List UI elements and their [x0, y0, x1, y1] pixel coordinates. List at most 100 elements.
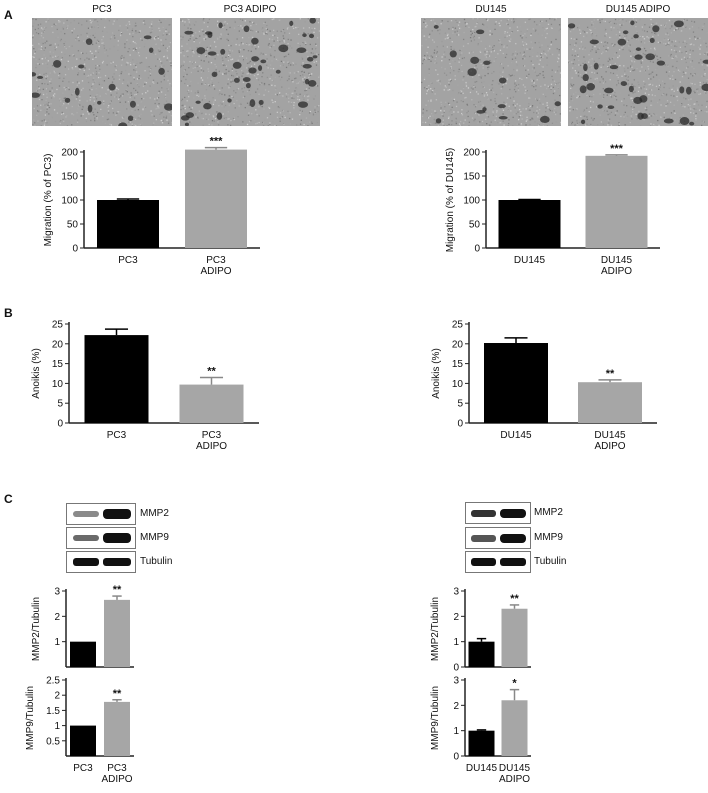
- y-tick-label: 2: [54, 612, 60, 623]
- micrograph-pc3: [32, 18, 172, 126]
- panel-letter-a: A: [4, 8, 13, 22]
- y-tick-label: 25: [52, 320, 64, 331]
- y-tick-label: 0: [57, 419, 63, 430]
- y-tick-label: 0: [457, 419, 463, 430]
- y-tick-label: 5: [457, 399, 463, 410]
- y-axis-label: MMP9/Tubulin: [430, 686, 441, 750]
- category-label: ADIPO: [196, 441, 227, 452]
- bar: [70, 725, 96, 756]
- bar: [484, 343, 548, 423]
- category-label: ADIPO: [594, 441, 625, 452]
- blot-label-tubulin-left: Tubulin: [140, 556, 173, 567]
- image-label-pc3: PC3: [92, 4, 112, 15]
- blot-tubulin-du145: [465, 551, 531, 573]
- y-tick-label: 2: [453, 612, 459, 623]
- y-tick-label: 0: [453, 752, 459, 763]
- y-tick-label: 100: [463, 196, 480, 207]
- y-axis-label: MMP2/Tubulin: [31, 597, 42, 661]
- category-label: DU145: [499, 763, 531, 774]
- category-label: PC3: [73, 763, 93, 774]
- category-label: DU145: [514, 255, 546, 266]
- category-label: ADIPO: [101, 774, 132, 785]
- category-label: DU145: [601, 255, 633, 266]
- image-label-pc3-adipo: PC3 ADIPO: [223, 4, 277, 15]
- y-tick-label: 200: [463, 148, 480, 159]
- bar: [585, 155, 648, 248]
- bar: [104, 701, 130, 756]
- blot-label-mmp9-left: MMP9: [140, 532, 169, 543]
- bar: [70, 641, 96, 667]
- y-tick-label: 15: [452, 359, 464, 370]
- blot-mmp2-du145: [465, 502, 531, 524]
- significance-label: **: [510, 593, 519, 605]
- significance-label: ***: [210, 136, 224, 148]
- blot-label-tubulin-right: Tubulin: [534, 556, 567, 567]
- bar: [185, 149, 247, 248]
- blot-label-mmp2-right: MMP2: [534, 507, 563, 518]
- y-tick-label: 2: [453, 701, 459, 712]
- y-axis-label: Migration (% of PC3): [43, 154, 54, 247]
- y-tick-label: 20: [452, 339, 464, 350]
- y-tick-label: 0: [453, 663, 459, 674]
- blot-label-mmp9-right: MMP9: [534, 532, 563, 543]
- bar: [468, 641, 495, 667]
- category-label: ADIPO: [200, 266, 231, 277]
- y-axis-label: MMP9/Tubulin: [25, 686, 36, 750]
- y-tick-label: 3: [453, 676, 459, 687]
- panel-letter-b: B: [4, 306, 13, 320]
- category-label: PC3: [202, 430, 222, 441]
- y-tick-label: 150: [61, 172, 78, 183]
- y-tick-label: 3: [54, 587, 60, 598]
- y-tick-label: 0: [474, 244, 480, 255]
- bar: [498, 200, 561, 248]
- y-axis-label: Anoikis (%): [31, 348, 42, 399]
- y-tick-label: 25: [452, 320, 464, 331]
- significance-label: **: [207, 365, 216, 377]
- blot-mmp9-du145: [465, 527, 531, 549]
- significance-label: *: [512, 678, 517, 690]
- y-tick-label: 10: [452, 379, 464, 390]
- y-axis-label: Anoikis (%): [431, 348, 442, 399]
- y-tick-label: 3: [453, 587, 459, 598]
- significance-label: **: [113, 584, 122, 596]
- y-tick-label: 2.5: [46, 676, 60, 687]
- image-label-du145: DU145: [475, 4, 507, 15]
- micrograph-pc3-adipo: [180, 18, 320, 126]
- image-label-du145-adipo: DU145 ADIPO: [605, 4, 671, 15]
- bar: [578, 382, 642, 423]
- y-tick-label: 0.5: [46, 736, 60, 747]
- blot-label-mmp2-left: MMP2: [140, 508, 169, 519]
- significance-label: **: [606, 368, 615, 380]
- y-tick-label: 200: [61, 148, 78, 159]
- panel-letter-c: C: [4, 492, 13, 506]
- category-label: DU145: [500, 430, 532, 441]
- category-label: DU145: [594, 430, 626, 441]
- y-axis-label: Migration (% of DU145): [445, 148, 456, 252]
- y-tick-label: 50: [469, 220, 481, 231]
- category-label: PC3: [107, 430, 127, 441]
- y-tick-label: 1: [54, 721, 60, 732]
- category-label: PC3: [118, 255, 138, 266]
- bar: [501, 608, 528, 667]
- micrograph-du145: [421, 18, 561, 126]
- y-tick-label: 15: [52, 359, 64, 370]
- category-label: PC3: [206, 255, 226, 266]
- blot-mmp9-pc3: [66, 527, 136, 549]
- bar: [468, 730, 495, 756]
- y-tick-label: 5: [57, 399, 63, 410]
- bar: [179, 384, 244, 423]
- y-tick-label: 2: [54, 691, 60, 702]
- significance-label: ***: [610, 143, 624, 155]
- y-axis-label: MMP2/Tubulin: [430, 597, 441, 661]
- y-tick-label: 150: [463, 172, 480, 183]
- y-tick-label: 1: [54, 637, 60, 648]
- micrograph-du145-adipo: [568, 18, 708, 126]
- category-label: ADIPO: [499, 774, 530, 785]
- y-tick-label: 20: [52, 339, 64, 350]
- category-label: ADIPO: [601, 266, 632, 277]
- blot-mmp2-pc3: [66, 503, 136, 525]
- significance-label: **: [113, 688, 122, 700]
- bar: [84, 335, 149, 423]
- blot-tubulin-pc3: [66, 551, 136, 573]
- bar: [501, 700, 528, 756]
